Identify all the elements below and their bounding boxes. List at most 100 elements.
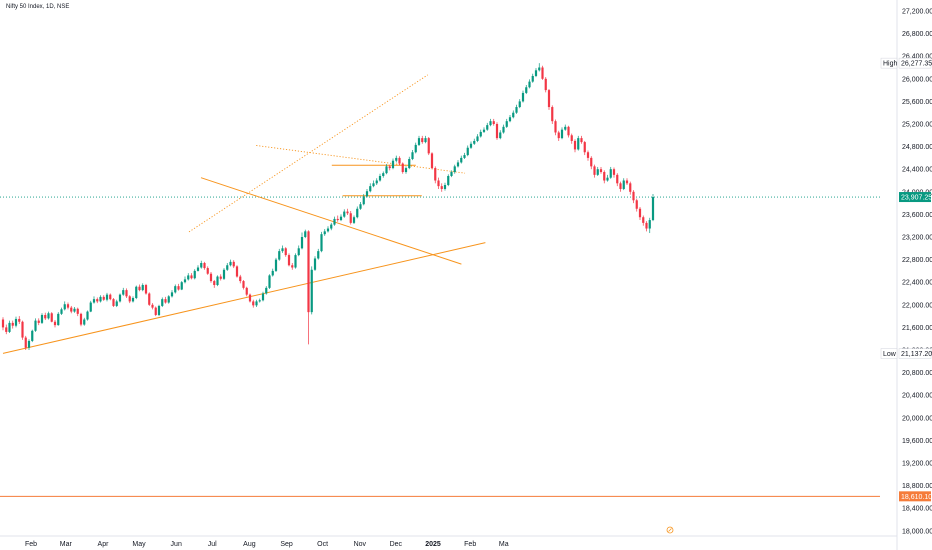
candle-body (193, 270, 196, 279)
candle (66, 302, 70, 310)
candle-body (317, 251, 320, 259)
candle (180, 281, 183, 291)
candle-body (440, 186, 443, 189)
candle (112, 298, 115, 308)
candle-body (372, 183, 375, 187)
price-tick-label: 20,400.00 (902, 393, 932, 400)
level-price-tag: 18,610.10 (899, 491, 932, 502)
candle (297, 245, 300, 257)
candle-body (593, 166, 596, 175)
candle-body (651, 197, 655, 221)
candle (473, 138, 476, 145)
candle-body (148, 293, 151, 305)
candle-body (525, 87, 528, 93)
price-scale[interactable]: 27,200.00 26,800.00 26,400.00 26,000.00 25,6… (896, 0, 932, 550)
candle-body (528, 81, 531, 88)
candle (151, 303, 154, 310)
candle (391, 158, 395, 170)
candle-body (352, 217, 356, 223)
candle (8, 320, 11, 334)
time-tick-label: Apr (98, 541, 110, 548)
candle (141, 283, 144, 292)
candle (515, 104, 518, 114)
candle-body (170, 292, 174, 297)
candle-body (5, 327, 8, 332)
candle-body (174, 286, 177, 293)
candle (44, 312, 47, 321)
trendline[interactable] (256, 145, 466, 174)
candle-body (359, 204, 362, 209)
candle-body (284, 248, 287, 256)
candle-body (596, 169, 599, 175)
candle-body (164, 299, 167, 303)
candle (534, 68, 538, 78)
trendline[interactable] (188, 74, 429, 233)
candle-body (427, 138, 430, 154)
price-tick-label: 25,200.00 (902, 122, 932, 129)
candle-body (27, 340, 31, 348)
candle (508, 114, 512, 123)
time-tick-label: Mar (60, 541, 73, 548)
trendline[interactable] (2, 242, 486, 354)
candle (14, 316, 18, 328)
candle-body (271, 270, 274, 276)
candle-body (346, 211, 349, 214)
candle-body (300, 237, 304, 249)
candle-body (385, 166, 388, 174)
candle (122, 287, 125, 296)
candle-body (443, 185, 447, 189)
candle-body (50, 313, 53, 322)
candle-body (570, 135, 573, 141)
candle-body (144, 285, 148, 294)
candle (125, 288, 128, 299)
scroll-marker-icon[interactable] (666, 526, 674, 534)
candle-body (304, 231, 307, 237)
candle (300, 232, 304, 250)
candle-body (521, 92, 525, 102)
time-scale[interactable]: Feb Mar Apr May Jun Jul Aug Sep Oct Nov Dec 2025 Feb… (0, 535, 897, 548)
candle (313, 256, 317, 271)
candle (128, 295, 131, 304)
candle (372, 180, 375, 188)
candle (213, 279, 216, 288)
candle (196, 265, 200, 272)
candle (583, 140, 586, 156)
candle-body (612, 169, 616, 175)
candle (554, 119, 557, 136)
candle-body (44, 314, 47, 319)
svg-text:18,610.10: 18,610.10 (901, 494, 932, 501)
candle-body (336, 218, 339, 221)
candle (648, 217, 651, 234)
candle-body (534, 70, 538, 76)
candle (590, 156, 593, 170)
candle-body (151, 304, 154, 308)
price-tick-label: 22,000.00 (902, 302, 932, 309)
candle (486, 122, 489, 131)
candle (102, 295, 105, 301)
candle-body (330, 224, 333, 229)
candle (463, 152, 466, 160)
candle (369, 183, 372, 193)
candle-body (456, 162, 460, 167)
candle (21, 320, 24, 340)
price-tick-label: 22,400.00 (902, 280, 932, 287)
candle (343, 209, 346, 218)
candle-body (47, 313, 50, 319)
candle-body (31, 330, 34, 341)
candle-body (60, 309, 63, 314)
candle (645, 221, 648, 232)
candle (551, 105, 554, 124)
candle (466, 145, 469, 157)
candle (612, 167, 616, 178)
candle-body (531, 75, 534, 82)
candle (352, 215, 356, 225)
candle (625, 178, 629, 186)
trendlines[interactable] (2, 74, 486, 354)
candle-body (411, 152, 414, 160)
candle-body (499, 132, 502, 139)
candle-body (515, 107, 518, 113)
trendline[interactable] (200, 177, 462, 265)
candle (440, 183, 443, 192)
candle (430, 152, 434, 170)
